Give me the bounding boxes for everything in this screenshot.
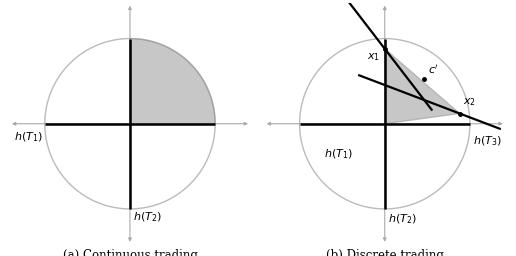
Text: $h(T_3)$: $h(T_3)$ bbox=[473, 134, 502, 147]
Text: $x_1$: $x_1$ bbox=[366, 51, 380, 63]
Text: (a) Continuous trading: (a) Continuous trading bbox=[62, 249, 198, 256]
Polygon shape bbox=[130, 39, 215, 124]
Text: (b) Discrete trading: (b) Discrete trading bbox=[326, 249, 444, 256]
Polygon shape bbox=[385, 49, 460, 124]
Text: $h(T_2)$: $h(T_2)$ bbox=[388, 212, 417, 226]
Text: $h(T_2)$: $h(T_2)$ bbox=[133, 211, 162, 224]
Text: $h(T_1)$: $h(T_1)$ bbox=[324, 148, 352, 161]
Text: $h(T_1)$: $h(T_1)$ bbox=[14, 131, 43, 144]
Text: $c'$: $c'$ bbox=[428, 63, 439, 76]
Text: $x_2$: $x_2$ bbox=[463, 97, 476, 108]
